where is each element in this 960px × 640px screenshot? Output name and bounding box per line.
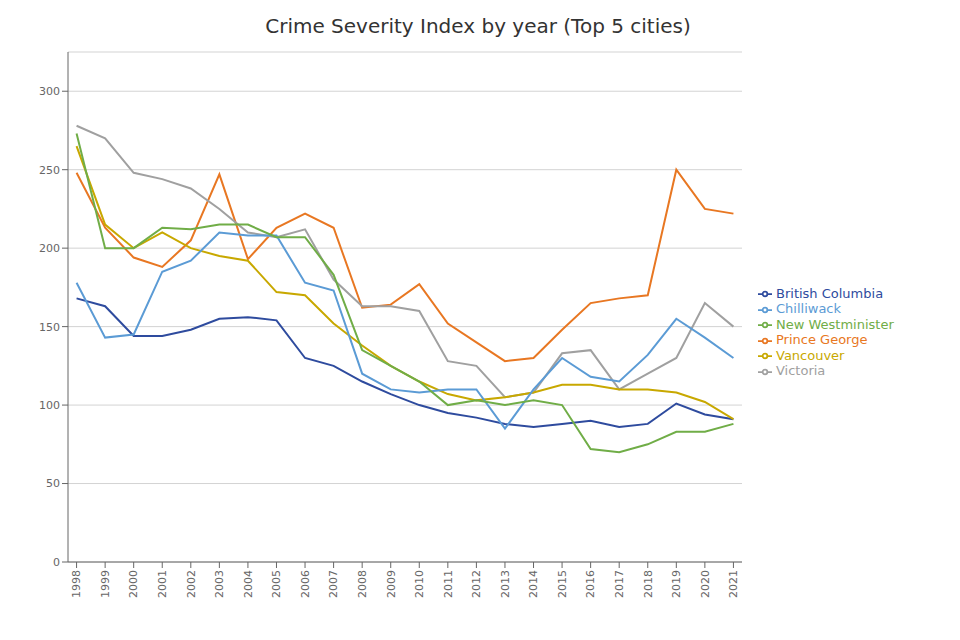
- svg-text:2006: 2006: [299, 570, 312, 598]
- svg-text:2017: 2017: [613, 570, 626, 598]
- svg-text:1998: 1998: [70, 570, 83, 598]
- svg-text:2003: 2003: [213, 570, 226, 598]
- html-text:Chilliwack: Chilliwack: [776, 301, 841, 316]
- svg-text:2009: 2009: [385, 570, 398, 598]
- svg-text:300: 300: [39, 85, 60, 98]
- svg-text:50: 50: [46, 477, 60, 490]
- svg-text:2012: 2012: [470, 570, 483, 598]
- svg-text:2019: 2019: [670, 570, 683, 598]
- svg-text:2011: 2011: [442, 570, 455, 598]
- svg-text:250: 250: [39, 164, 60, 177]
- svg-text:150: 150: [39, 321, 60, 334]
- svg-text:0: 0: [53, 556, 60, 569]
- svg-text:100: 100: [39, 399, 60, 412]
- svg-text:2016: 2016: [584, 570, 597, 598]
- svg-text:2014: 2014: [527, 570, 540, 598]
- svg-text:2004: 2004: [242, 570, 255, 598]
- svg-text:2001: 2001: [156, 570, 169, 598]
- svg-text:2002: 2002: [185, 570, 198, 598]
- html-text:Prince George: Prince George: [776, 332, 868, 347]
- svg-text:2021: 2021: [727, 570, 740, 598]
- svg-text:2020: 2020: [699, 570, 712, 598]
- svg-text:1999: 1999: [99, 570, 112, 598]
- svg-text:2013: 2013: [499, 570, 512, 598]
- svg-text:200: 200: [39, 242, 60, 255]
- svg-text:2015: 2015: [556, 570, 569, 598]
- svg-text:2007: 2007: [327, 570, 340, 598]
- html-text:British Columbia: British Columbia: [776, 285, 884, 301]
- html-text:Victoria: Victoria: [776, 363, 826, 378]
- svg-text:2000: 2000: [127, 570, 140, 598]
- html-text:Vancouver: Vancouver: [776, 347, 845, 363]
- svg-text:2018: 2018: [642, 570, 655, 598]
- svg-text:2005: 2005: [270, 570, 283, 598]
- html-text:New Westminister: New Westminister: [776, 316, 894, 332]
- html-text:Crime Severity Index by year (: Crime Severity Index by year (Top 5 citi…: [265, 14, 691, 38]
- svg-text:2008: 2008: [356, 570, 369, 598]
- svg-text:2010: 2010: [413, 570, 426, 598]
